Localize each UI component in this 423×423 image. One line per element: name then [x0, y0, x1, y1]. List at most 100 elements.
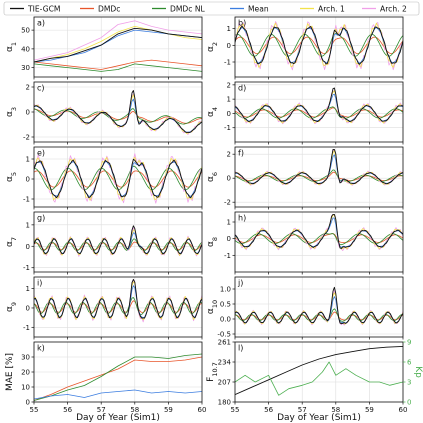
y-tick-label: 0 — [227, 235, 231, 243]
y-tick-label: 0.0 — [220, 316, 231, 324]
plot-frame — [33, 146, 203, 208]
series-group — [235, 345, 403, 396]
series-group — [34, 278, 202, 323]
y-axis-label: α4 — [206, 107, 219, 117]
x-tick-label: 57 — [298, 406, 307, 414]
y-tick-label: 0 — [26, 243, 30, 251]
panel-label: d) — [238, 84, 246, 93]
panel-label: j) — [237, 279, 243, 288]
legend-label: Arch. 1 — [318, 4, 345, 13]
series-line — [235, 361, 403, 396]
y-tick-label: 30 — [21, 354, 30, 362]
x-axis-label-right: Day of Year (Sim1) — [277, 413, 361, 423]
panel-label: c) — [37, 84, 45, 93]
series-line — [34, 26, 202, 63]
series-group — [235, 87, 403, 125]
x-tick-label: 57 — [97, 406, 106, 414]
series-group — [34, 225, 202, 257]
y-tick-label: 0 — [227, 42, 231, 50]
panel: -2 0 2 c) α3 — [5, 81, 203, 145]
series-line — [34, 63, 202, 72]
panel-label: h) — [238, 214, 246, 223]
y-tick-label: 10 — [21, 384, 30, 392]
y-tick-label: 30 — [21, 64, 30, 72]
x-tick-label: 58 — [130, 406, 139, 414]
series-line — [34, 59, 202, 70]
y-axis-label: MAE [%] — [5, 353, 15, 391]
series-line — [34, 238, 202, 252]
y-tick-label: -2 — [23, 134, 30, 142]
panel-label: i) — [37, 279, 42, 288]
legend-label: TIE-GCM — [27, 4, 60, 13]
y-tick-label: 0 — [26, 176, 30, 184]
y-tick-label: -1 — [224, 124, 231, 132]
series-line — [34, 278, 202, 319]
y-tick-label: 180 — [218, 399, 231, 407]
panel: -1 0 1 g) α7 — [5, 211, 203, 275]
y-tick-label: 207 — [218, 379, 231, 387]
panel: -2 0 2 f) α6 — [206, 146, 404, 210]
y-axis-label: α1 — [5, 42, 18, 52]
plot-frame — [234, 146, 404, 208]
y-tick-label: -1 — [23, 264, 30, 272]
y-tick-label: 1 — [26, 285, 30, 293]
series-line — [235, 345, 403, 396]
series-group — [235, 213, 403, 251]
x-tick-label: 56 — [63, 406, 72, 414]
panel: 0 10 20 30 55 56 57 58 59 60 k) MAE [%] — [5, 341, 207, 414]
y-tick-label: -0.5 — [217, 331, 231, 339]
x-tick-label: 55 — [30, 406, 39, 414]
y-tick-label: 40 — [21, 45, 30, 53]
y-tick-label: 1.0 — [220, 286, 231, 294]
y-tick-label-right: 6 — [407, 359, 412, 367]
panel-label: g) — [37, 214, 45, 223]
panel-label: b) — [238, 19, 246, 28]
series-line — [235, 308, 403, 322]
x-tick-label: 60 — [399, 406, 408, 414]
panel-label: k) — [37, 344, 45, 353]
series-line — [235, 233, 403, 246]
series-line — [235, 25, 403, 65]
plot-frame — [234, 211, 404, 273]
y-tick-label: 20 — [21, 369, 30, 377]
series-line — [34, 353, 202, 401]
x-tick-label: 59 — [164, 406, 173, 414]
series-line — [34, 20, 202, 61]
panel-label: e) — [37, 149, 45, 158]
panel: -1 0 1 e) α5 — [5, 146, 203, 210]
series-line — [34, 170, 202, 188]
y-axis-label-right: Kp — [413, 366, 423, 378]
panel: -1 0 1 h) α8 — [206, 211, 404, 275]
y-tick-label: 234 — [218, 359, 232, 367]
panel-label: a) — [37, 19, 45, 28]
y-tick-label: 261 — [218, 339, 231, 347]
panel: -1 0 1 b) α2 — [206, 16, 404, 80]
plot-frame — [33, 276, 203, 338]
panel: -0.50.00.51.0j)α10 — [206, 276, 404, 340]
y-tick-label-right: 3 — [407, 379, 411, 387]
y-tick-label-right: 0 — [407, 399, 411, 407]
y-tick-label: -1 — [23, 324, 30, 332]
y-tick-label: 1 — [227, 219, 231, 227]
legend: TIE-GCM DMDc DMDc NL Mean Arch. 1 Arch. 2 — [3, 1, 420, 16]
series-group — [34, 20, 202, 72]
y-tick-label: -1 — [23, 196, 30, 204]
x-tick-label: 60 — [198, 406, 207, 414]
y-tick-label-right: 9 — [407, 339, 411, 347]
y-axis-label: α3 — [5, 107, 18, 117]
panel: -1 0 1 2 d) α4 — [206, 81, 404, 145]
y-tick-label: 0 — [26, 109, 30, 117]
y-tick-label: -1 — [224, 59, 231, 67]
series-group — [34, 353, 202, 401]
y-tick-label: -2 — [224, 199, 231, 207]
series-line — [235, 90, 403, 124]
y-tick-label: 1 — [227, 25, 231, 33]
plot-frame — [234, 276, 404, 338]
series-line — [235, 213, 403, 249]
y-tick-label: 1 — [227, 96, 231, 104]
y-tick-label: 50 — [21, 27, 30, 35]
panel-label: f) — [238, 149, 244, 158]
series-line — [34, 225, 202, 255]
